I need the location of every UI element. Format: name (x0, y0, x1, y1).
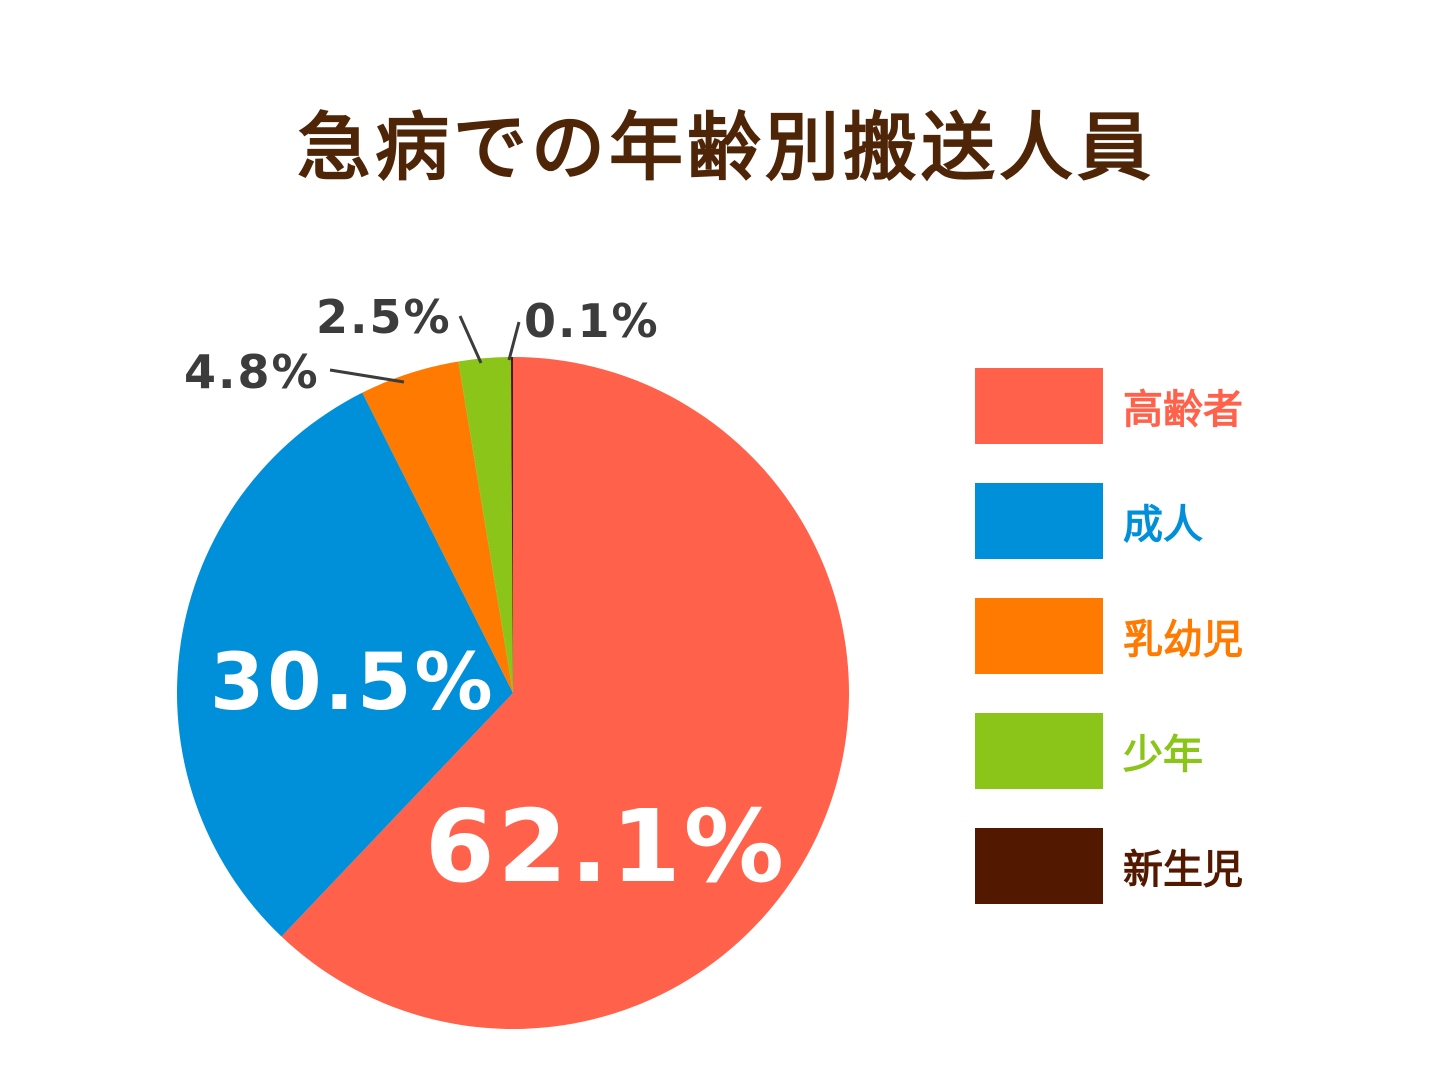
slice-label-infant: 4.8% (184, 345, 320, 399)
slice-label-elderly: 62.1% (425, 788, 787, 905)
legend-item-youth: 少年 (975, 713, 1243, 789)
slice-label-youth: 2.5% (316, 290, 452, 344)
pie-slice-3 (458, 357, 513, 693)
legend-label: 成人 (1123, 502, 1203, 548)
legend-swatch (975, 598, 1103, 674)
legend-label: 高齢者 (1123, 387, 1243, 433)
legend-label: 乳幼児 (1123, 617, 1243, 663)
legend: 高齢者 成人 乳幼児 少年 新生児 (975, 368, 1243, 943)
leader-line-youth (458, 315, 483, 364)
pie-slice-2 (362, 361, 513, 693)
legend-label: 新生児 (1123, 847, 1243, 893)
pie-slice-1 (176, 392, 514, 937)
leader-line-infant (329, 368, 405, 384)
legend-swatch (975, 483, 1103, 559)
legend-swatch (975, 713, 1103, 789)
legend-swatch (975, 828, 1103, 904)
leader-line-newborn (507, 321, 521, 361)
legend-item-elderly: 高齢者 (975, 368, 1243, 444)
legend-item-newborn: 新生児 (975, 828, 1243, 904)
legend-item-adult: 成人 (975, 483, 1243, 559)
legend-swatch (975, 368, 1103, 444)
pie-slice-0 (281, 357, 849, 1029)
slice-label-adult: 30.5% (210, 638, 496, 728)
chart-title: 急病での年齢別搬送人員 (297, 105, 1155, 191)
legend-item-infant: 乳幼児 (975, 598, 1243, 674)
slice-label-newborn: 0.1% (524, 294, 660, 348)
legend-label: 少年 (1123, 732, 1203, 778)
pie-slice-4 (510, 357, 513, 693)
pie-slices (176, 357, 849, 1029)
